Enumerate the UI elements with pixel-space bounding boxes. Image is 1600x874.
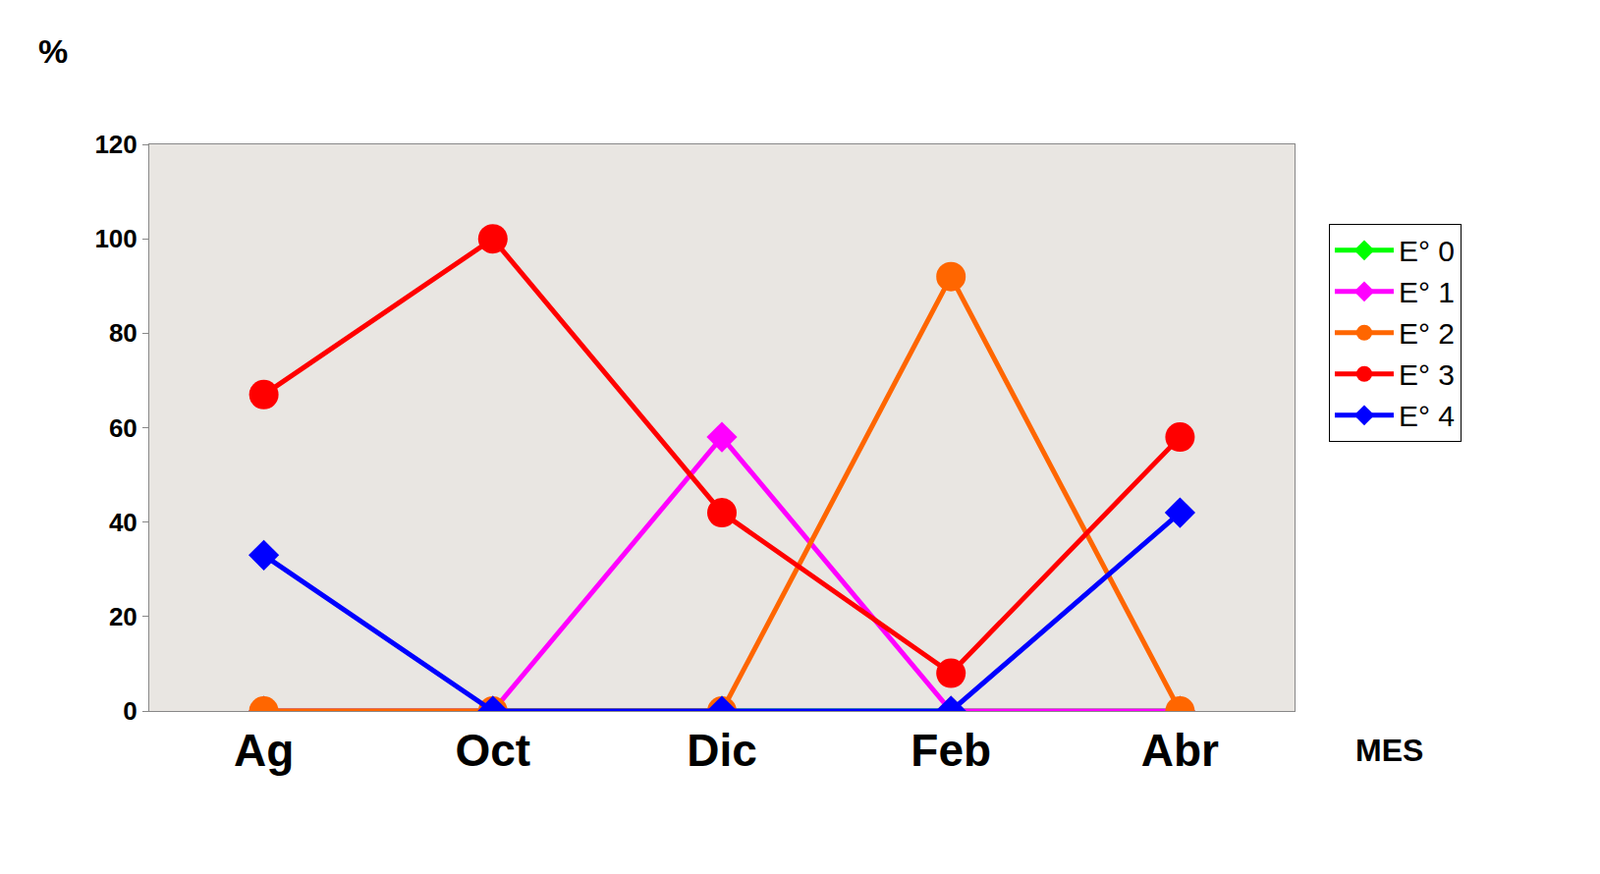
svg-text:20: 20	[109, 602, 138, 632]
svg-text:Oct: Oct	[454, 724, 531, 776]
svg-text:60: 60	[109, 413, 138, 443]
svg-text:120: 120	[94, 129, 137, 160]
svg-text:Ag: Ag	[233, 724, 294, 776]
svg-text:E° 1: E° 1	[1398, 275, 1455, 309]
svg-text:Feb: Feb	[910, 724, 992, 776]
svg-text:MES: MES	[1355, 732, 1424, 769]
svg-text:Dic: Dic	[686, 724, 758, 776]
svg-text:E° 3: E° 3	[1398, 358, 1455, 391]
svg-text:E° 0: E° 0	[1398, 234, 1455, 268]
svg-text:40: 40	[109, 507, 138, 538]
svg-text:0: 0	[122, 696, 137, 726]
svg-text:Abr: Abr	[1141, 724, 1219, 776]
svg-text:80: 80	[109, 318, 138, 348]
svg-text:E° 2: E° 2	[1398, 317, 1455, 350]
svg-text:%: %	[38, 32, 68, 70]
svg-text:100: 100	[94, 223, 137, 254]
svg-text:E° 4: E° 4	[1398, 399, 1455, 433]
